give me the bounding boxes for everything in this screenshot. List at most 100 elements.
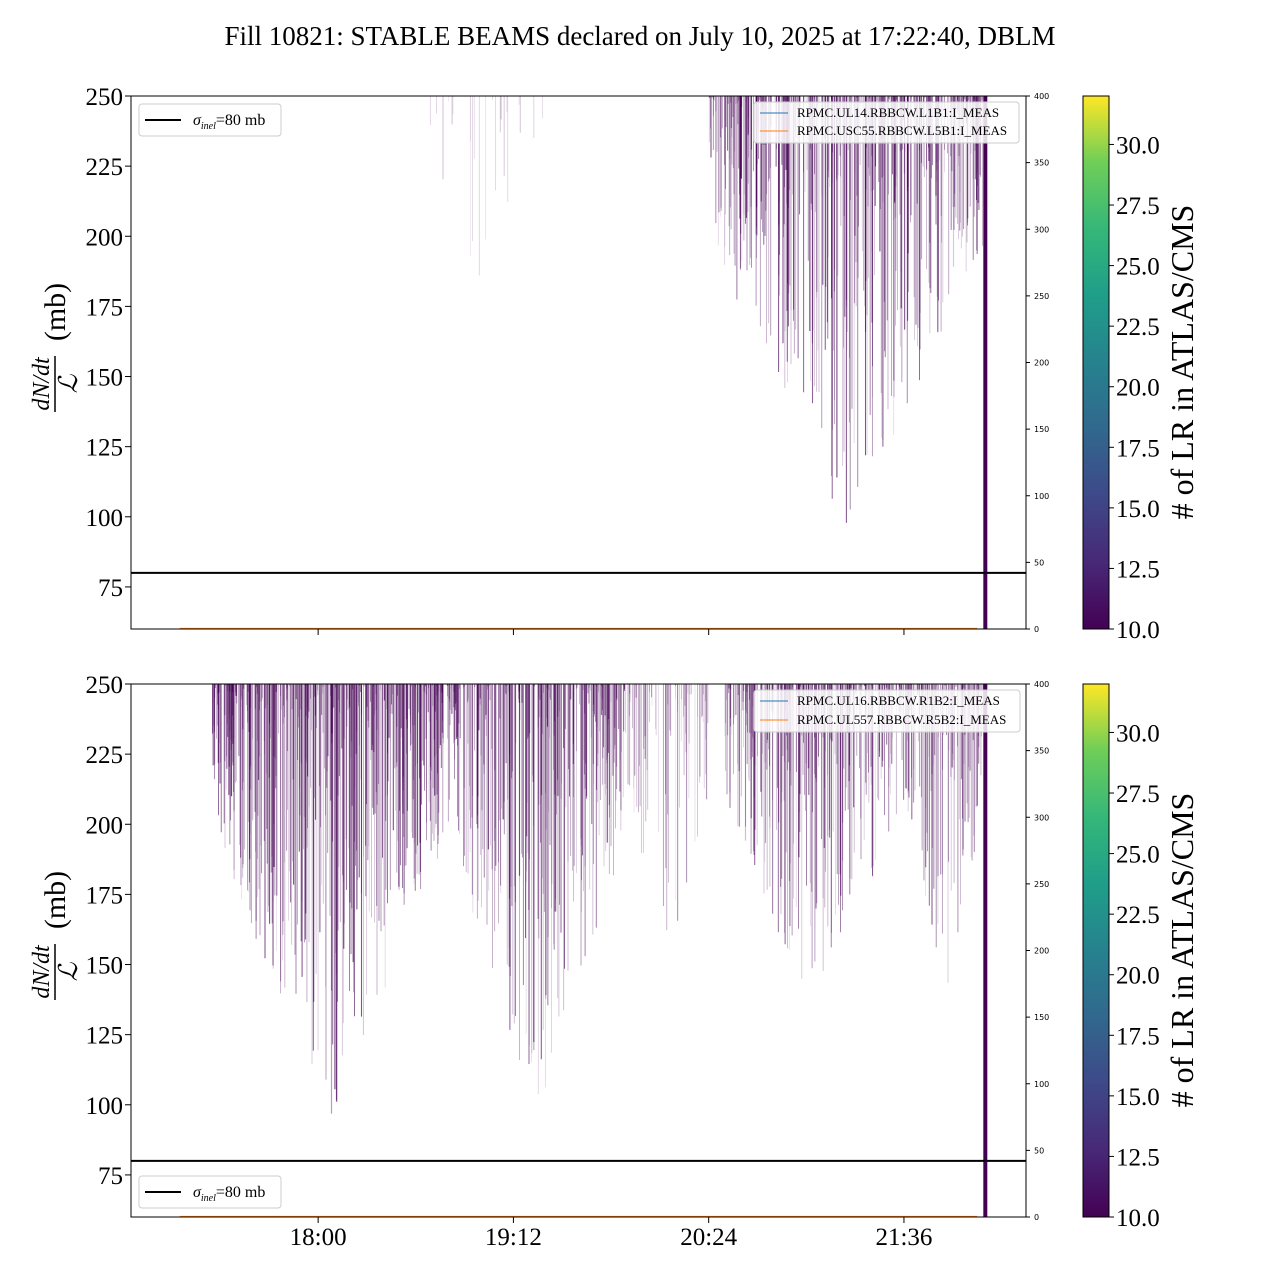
colorbar-tick-label: 30.0 <box>1116 720 1160 747</box>
top-ylabel-numerator: dN/dt <box>29 356 55 411</box>
bottom-ylabel-numerator: dN/dt <box>29 944 55 999</box>
x-tick-label: 18:00 <box>290 1224 347 1251</box>
bottom-colorbar: 10.0 12.5 15.0 17.5 20.0 22.5 25.0 27.5 30.0 # o… <box>1082 683 1200 1232</box>
y-tick-label: 250 <box>86 672 124 699</box>
top-sigma-subscript: inel <box>201 121 216 132</box>
y-tick-label: 200 <box>86 224 124 251</box>
right-y-tick-label: 400 <box>1034 680 1049 689</box>
x-tick-label: 19:12 <box>485 1224 542 1251</box>
colorbar-tick-label: 22.5 <box>1116 314 1160 341</box>
right-y-tick-label: 200 <box>1034 947 1049 956</box>
top-colorbar-label: # of LR in ATLAS/CMS <box>1164 205 1200 520</box>
colorbar-tick-label: 30.0 <box>1116 132 1160 159</box>
top-colorbar-gradient <box>1082 95 1110 630</box>
top-ylabel-denominator: ℒ <box>54 373 83 393</box>
colorbar-tick-label: 12.5 <box>1116 1144 1160 1171</box>
svg-text:σinel=80 mb: σinel=80 mb <box>193 1184 265 1204</box>
bottom-sigma-legend-label: =80 mb <box>216 1184 265 1201</box>
y-tick-label: 100 <box>86 1093 124 1120</box>
bottom-right-y-ticks: 0 50 100 150 200 250 300 350 400 <box>1026 680 1049 1222</box>
top-x-ticks <box>317 629 905 635</box>
right-y-tick-label: 350 <box>1034 747 1049 756</box>
bottom-y-ticks: 75 100 125 150 175 200 225 250 <box>86 672 131 1190</box>
y-tick-label: 125 <box>86 435 124 462</box>
colorbar-tick-label: 25.0 <box>1116 842 1160 869</box>
colorbar-tick-label: 20.0 <box>1116 375 1160 402</box>
colorbar-tick-label: 27.5 <box>1116 781 1160 808</box>
top-panel: 75 100 125 150 175 200 225 250 0 50 100 150 200 250 3… <box>29 84 1200 644</box>
colorbar-tick-label: 15.0 <box>1116 496 1160 523</box>
right-y-tick-label: 250 <box>1034 292 1049 301</box>
right-y-tick-label: 100 <box>1034 492 1049 501</box>
top-sigma-legend: σinel=80 mb <box>138 103 282 137</box>
bottom-loss-traces <box>212 684 986 1114</box>
y-tick-label: 150 <box>86 953 124 980</box>
right-y-tick-label: 0 <box>1034 625 1039 634</box>
top-y-ticks: 75 100 125 150 175 200 225 250 <box>86 84 131 602</box>
right-y-tick-label: 300 <box>1034 225 1049 234</box>
y-tick-label: 175 <box>86 294 124 321</box>
y-tick-label: 150 <box>86 365 124 392</box>
bottom-sigma-subscript: inel <box>201 1193 216 1204</box>
bottom-y-axis-label: dN/dt ℒ (mb) <box>29 871 83 1000</box>
bottom-legend-entry-0: RPMC.UL16.RBBCW.R1B2:I_MEAS <box>797 693 1000 708</box>
right-y-tick-label: 150 <box>1034 1013 1049 1022</box>
colorbar-tick-label: 15.0 <box>1116 1084 1160 1111</box>
y-tick-label: 125 <box>86 1023 124 1050</box>
x-tick-label: 21:36 <box>875 1224 932 1251</box>
top-y-axis-label: dN/dt ℒ (mb) <box>29 283 83 412</box>
colorbar-tick-label: 10.0 <box>1116 617 1160 644</box>
bottom-colorbar-label: # of LR in ATLAS/CMS <box>1164 793 1200 1108</box>
right-y-tick-label: 400 <box>1034 92 1049 101</box>
top-sigma-symbol: σ <box>193 112 202 129</box>
bottom-x-ticks: 18:00 19:12 20:24 21:36 <box>290 1217 932 1251</box>
colorbar-tick-label: 20.0 <box>1116 963 1160 990</box>
y-tick-label: 100 <box>86 505 124 532</box>
right-y-tick-label: 350 <box>1034 159 1049 168</box>
top-colorbar-ticks: 10.0 12.5 15.0 17.5 20.0 22.5 25.0 27.5 30.0 <box>1109 132 1160 644</box>
x-tick-label: 20:24 <box>680 1224 737 1251</box>
right-y-tick-label: 200 <box>1034 359 1049 368</box>
top-loss-traces <box>429 96 985 523</box>
svg-text:σinel=80 mb: σinel=80 mb <box>193 112 265 132</box>
bottom-ylabel-unit: (mb) <box>39 871 72 929</box>
y-tick-label: 75 <box>98 1163 123 1190</box>
colorbar-tick-label: 10.0 <box>1116 1205 1160 1232</box>
bottom-series-legend: RPMC.UL16.RBBCW.R1B2:I_MEAS RPMC.UL557.R… <box>753 689 1021 733</box>
right-y-tick-label: 250 <box>1034 880 1049 889</box>
top-sigma-legend-label: =80 mb <box>216 112 265 129</box>
colorbar-tick-label: 22.5 <box>1116 902 1160 929</box>
right-y-tick-label: 300 <box>1034 813 1049 822</box>
bottom-colorbar-ticks: 10.0 12.5 15.0 17.5 20.0 22.5 25.0 27.5 30.0 <box>1109 720 1160 1232</box>
colorbar-tick-label: 27.5 <box>1116 193 1160 220</box>
top-legend-entry-1: RPMC.USC55.RBBCW.L5B1:I_MEAS <box>797 123 1007 138</box>
right-y-tick-label: 50 <box>1034 558 1044 567</box>
figure-title: Fill 10821: STABLE BEAMS declared on Jul… <box>224 21 1055 51</box>
colorbar-tick-label: 17.5 <box>1116 435 1160 462</box>
y-tick-label: 225 <box>86 154 124 181</box>
y-tick-label: 250 <box>86 84 124 111</box>
top-series-legend: RPMC.UL14.RBBCW.L1B1:I_MEAS RPMC.USC55.R… <box>753 101 1020 144</box>
bottom-colorbar-gradient <box>1082 683 1110 1218</box>
top-right-y-ticks: 0 50 100 150 200 250 300 350 400 <box>1026 92 1049 634</box>
y-tick-label: 75 <box>98 575 123 602</box>
y-tick-label: 175 <box>86 882 124 909</box>
y-tick-label: 200 <box>86 812 124 839</box>
top-legend-entry-0: RPMC.UL14.RBBCW.L1B1:I_MEAS <box>797 105 999 120</box>
right-y-tick-label: 0 <box>1034 1213 1039 1222</box>
bottom-legend-entry-1: RPMC.UL557.RBBCW.R5B2:I_MEAS <box>797 712 1006 727</box>
right-y-tick-label: 100 <box>1034 1080 1049 1089</box>
top-ylabel-unit: (mb) <box>39 283 72 341</box>
bottom-ylabel-denominator: ℒ <box>54 961 83 981</box>
bottom-sigma-legend: σinel=80 mb <box>138 1175 282 1209</box>
colorbar-tick-label: 17.5 <box>1116 1023 1160 1050</box>
colorbar-tick-label: 12.5 <box>1116 556 1160 583</box>
right-y-tick-label: 150 <box>1034 425 1049 434</box>
top-colorbar: 10.0 12.5 15.0 17.5 20.0 22.5 25.0 27.5 30.0 # o… <box>1082 95 1200 644</box>
colorbar-tick-label: 25.0 <box>1116 254 1160 281</box>
right-y-tick-label: 50 <box>1034 1146 1044 1155</box>
bottom-sigma-symbol: σ <box>193 1184 202 1201</box>
y-tick-label: 225 <box>86 742 124 769</box>
bottom-panel: 75 100 125 150 175 200 225 250 0 50 100 150 200 250 3… <box>29 672 1200 1251</box>
